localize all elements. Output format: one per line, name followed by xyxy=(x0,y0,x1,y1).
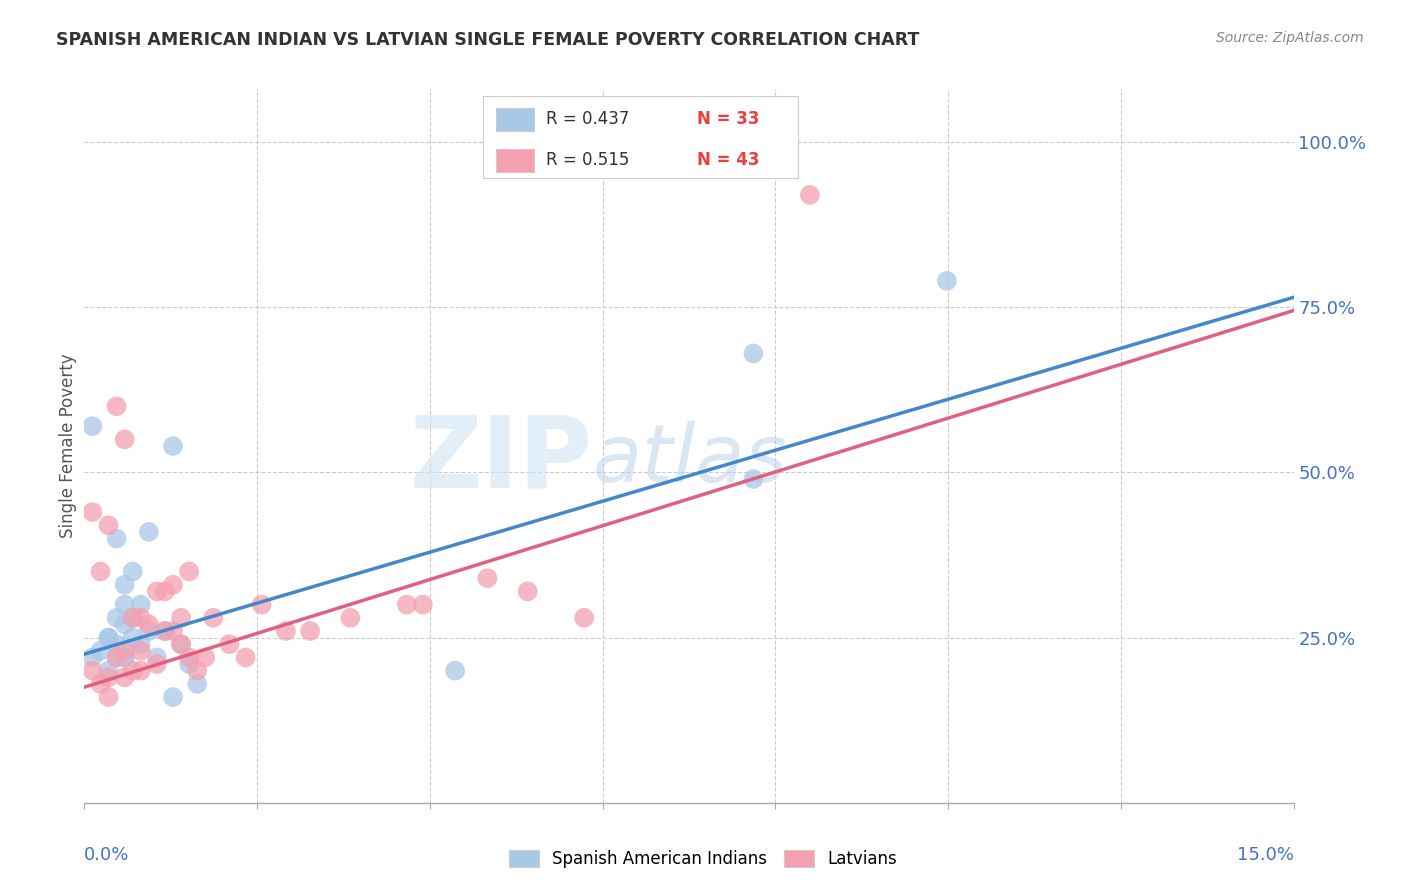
Point xyxy=(114,670,136,684)
Text: atlas: atlas xyxy=(592,421,787,500)
Point xyxy=(162,624,184,638)
Point xyxy=(114,650,136,665)
Point xyxy=(121,664,143,678)
Point xyxy=(105,650,128,665)
Point xyxy=(129,637,152,651)
Y-axis label: Single Female Poverty: Single Female Poverty xyxy=(59,354,77,538)
Point xyxy=(105,400,128,414)
Point xyxy=(477,571,499,585)
Point xyxy=(412,598,434,612)
Point xyxy=(444,664,467,678)
Point xyxy=(162,578,184,592)
Point xyxy=(97,670,120,684)
Point xyxy=(146,657,169,671)
Text: ZIP: ZIP xyxy=(409,412,592,508)
Point xyxy=(114,578,136,592)
Point xyxy=(162,439,184,453)
Point xyxy=(121,631,143,645)
Point xyxy=(162,690,184,704)
Point xyxy=(179,565,201,579)
Point xyxy=(138,524,160,539)
Point xyxy=(97,631,120,645)
Point xyxy=(299,624,322,638)
Point xyxy=(170,611,193,625)
Point xyxy=(105,532,128,546)
Point xyxy=(179,650,201,665)
Point xyxy=(121,611,143,625)
Point xyxy=(274,624,297,638)
Point xyxy=(82,505,104,519)
Point xyxy=(153,624,176,638)
Point xyxy=(202,611,225,625)
Point xyxy=(153,584,176,599)
Point xyxy=(97,664,120,678)
Point xyxy=(935,274,957,288)
Point xyxy=(105,650,128,665)
Point xyxy=(218,637,240,651)
Point xyxy=(170,637,193,651)
Point xyxy=(742,472,765,486)
Point xyxy=(114,644,136,658)
Point xyxy=(129,598,152,612)
Point xyxy=(121,611,143,625)
Legend: Spanish American Indians, Latvians: Spanish American Indians, Latvians xyxy=(502,843,904,875)
Point xyxy=(114,650,136,665)
Point xyxy=(114,598,136,612)
Point xyxy=(82,650,104,665)
Text: 15.0%: 15.0% xyxy=(1236,846,1294,863)
Text: Source: ZipAtlas.com: Source: ZipAtlas.com xyxy=(1216,31,1364,45)
Point xyxy=(114,617,136,632)
Point xyxy=(186,677,208,691)
Point xyxy=(129,611,152,625)
Point xyxy=(170,637,193,651)
Point xyxy=(742,346,765,360)
Point xyxy=(186,664,208,678)
Point xyxy=(129,664,152,678)
Text: 0.0%: 0.0% xyxy=(84,846,129,863)
Point xyxy=(82,419,104,434)
Point xyxy=(82,664,104,678)
Point xyxy=(250,598,273,612)
Point xyxy=(153,624,176,638)
Point xyxy=(138,617,160,632)
Point xyxy=(105,611,128,625)
Point xyxy=(89,565,111,579)
Point xyxy=(395,598,418,612)
Point xyxy=(516,584,538,599)
Point xyxy=(194,650,217,665)
Point xyxy=(121,565,143,579)
Point xyxy=(97,518,120,533)
Point xyxy=(89,644,111,658)
Point xyxy=(339,611,361,625)
Point xyxy=(114,433,136,447)
Point xyxy=(97,631,120,645)
Point xyxy=(89,677,111,691)
Point xyxy=(105,637,128,651)
Point xyxy=(146,584,169,599)
Point xyxy=(97,690,120,704)
Point xyxy=(179,657,201,671)
Point xyxy=(129,644,152,658)
Point xyxy=(138,624,160,638)
Text: SPANISH AMERICAN INDIAN VS LATVIAN SINGLE FEMALE POVERTY CORRELATION CHART: SPANISH AMERICAN INDIAN VS LATVIAN SINGL… xyxy=(56,31,920,49)
Point xyxy=(146,650,169,665)
Point xyxy=(799,188,821,202)
Point xyxy=(235,650,257,665)
Point xyxy=(572,611,595,625)
